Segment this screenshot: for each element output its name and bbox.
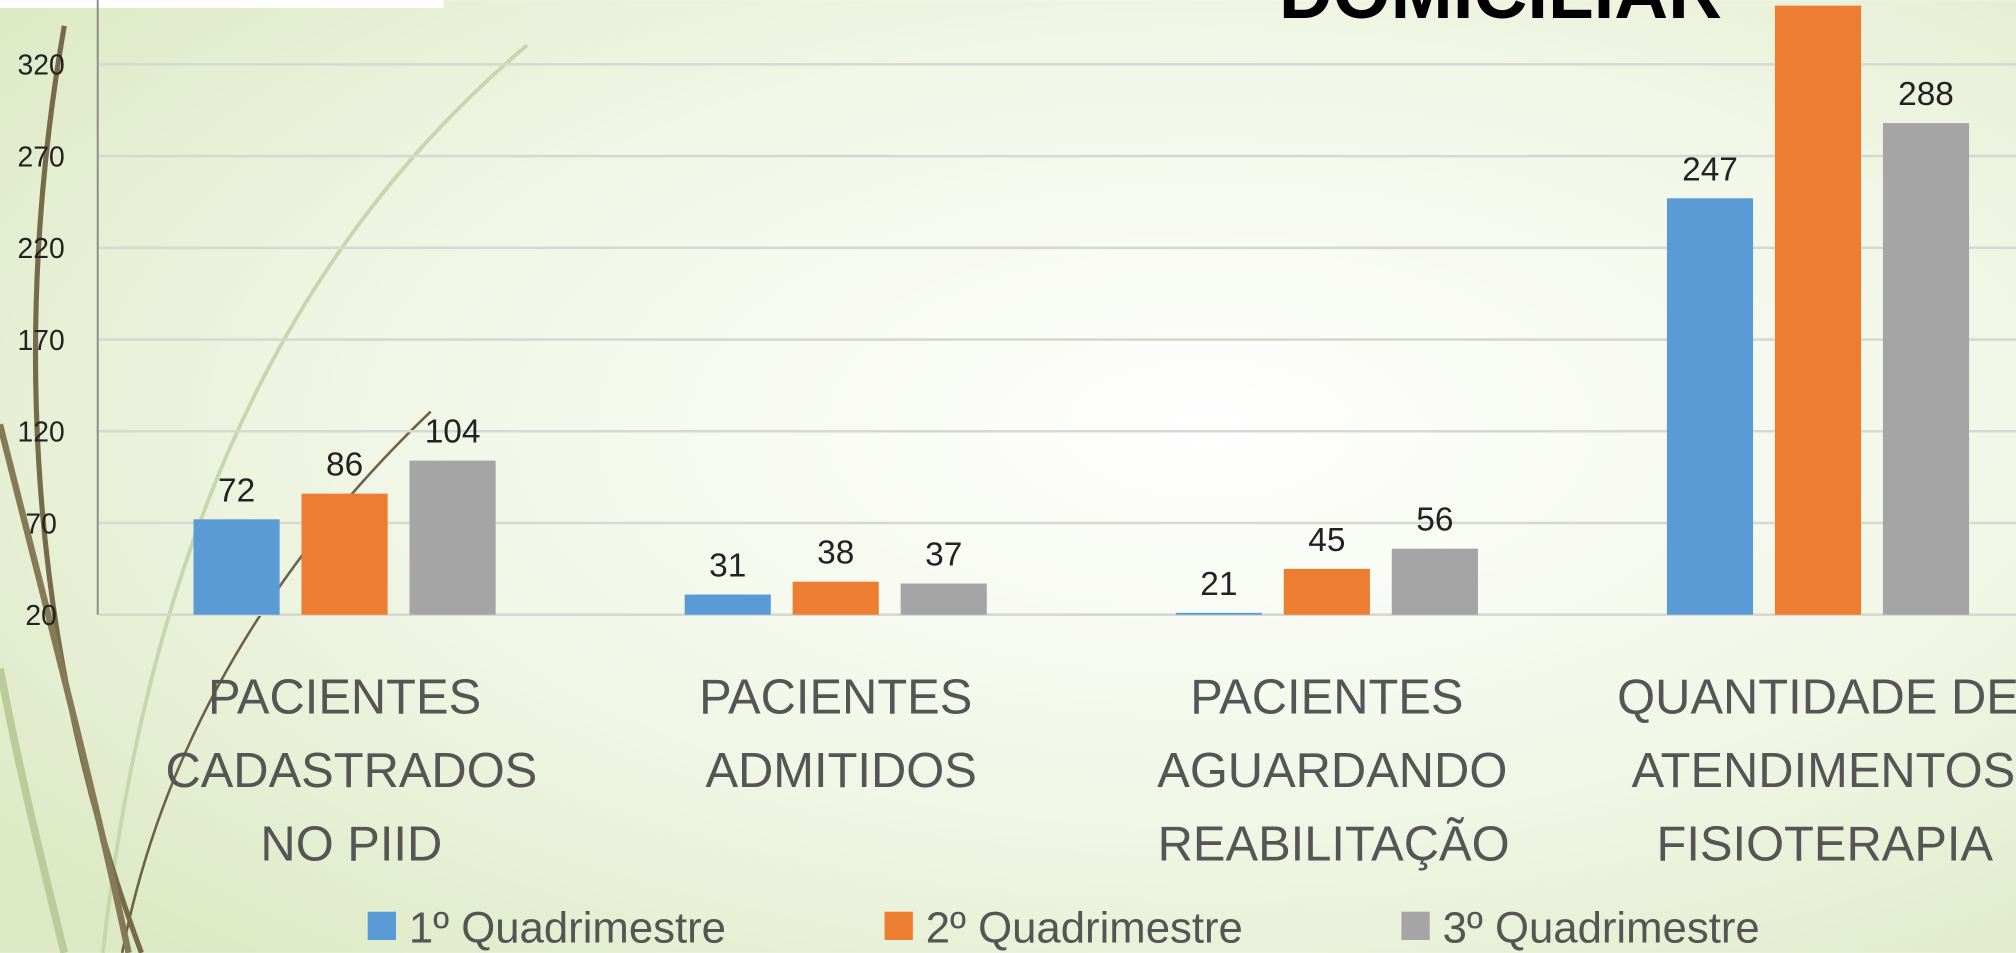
page: {"chart_data": {"type": "bar", "title": … (0, 0, 2016, 953)
legend-swatch (1401, 912, 1429, 940)
bar (793, 582, 879, 615)
data-label: 45 (1308, 522, 1345, 559)
bar (1775, 6, 1861, 615)
legend-label: 2º Quadrimestre (926, 904, 1243, 953)
bar (1176, 613, 1262, 615)
y-tick-label: 320 (18, 49, 65, 81)
data-label: 31 (709, 548, 746, 585)
y-tick-label: 20 (25, 599, 56, 631)
data-label: 37 (925, 537, 962, 574)
data-label: 72 (218, 472, 255, 509)
x-tick-label: PACIENTES AGUARDANDO REABILITAÇÃO (1144, 671, 1510, 872)
panel (0, 0, 444, 8)
bar (685, 595, 771, 615)
chart-title: DOMICILIAR (1279, 0, 1722, 34)
bar (410, 461, 496, 615)
bar (194, 519, 280, 614)
y-tick-label: 120 (18, 416, 65, 448)
data-label: 288 (1898, 76, 1954, 113)
bar (302, 494, 388, 615)
bar (901, 584, 987, 615)
bar (1284, 569, 1370, 615)
data-label: 56 (1416, 502, 1453, 539)
y-tick-label: 270 (18, 140, 65, 172)
bar (1883, 123, 1969, 615)
data-label: 104 (425, 414, 481, 451)
bar (1392, 549, 1478, 615)
legend-swatch (368, 912, 396, 940)
data-label: 247 (1682, 151, 1738, 188)
data-label: 21 (1200, 566, 1237, 603)
legend-swatch (885, 912, 913, 940)
y-tick-label: 70 (25, 507, 56, 539)
bar (1667, 198, 1753, 614)
x-tick-label: QUANTIDADE DE ATENDIMENTOS FISIOTERAPIA (1617, 671, 2016, 872)
chart: DOMICILIAR 20 70 120 170 220 270 320 PACIENTES … (0, 0, 2016, 953)
y-tick-label: 220 (18, 232, 65, 264)
data-label: 38 (817, 535, 854, 572)
legend-label: 1º Quadrimestre (409, 904, 726, 953)
data-label: 86 (326, 447, 363, 484)
legend-label: 3º Quadrimestre (1443, 904, 1760, 953)
y-tick-label: 170 (18, 324, 65, 356)
